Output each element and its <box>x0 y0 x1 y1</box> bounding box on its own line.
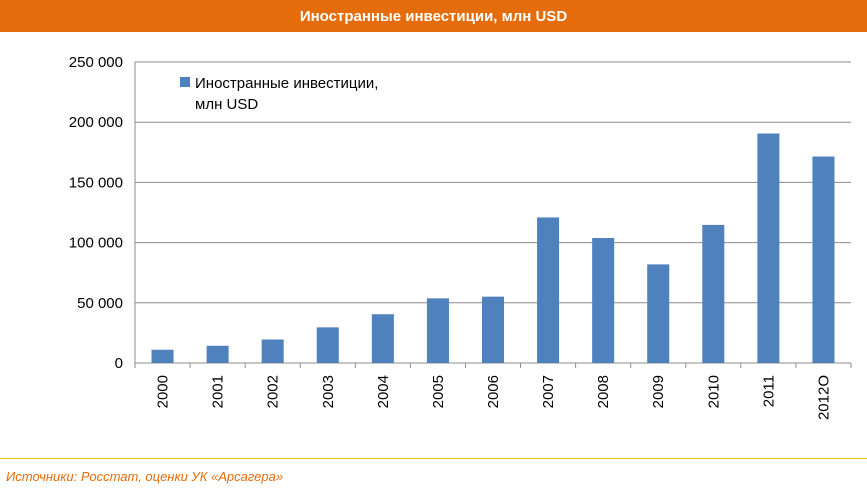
x-tick-label: 2000 <box>155 375 172 408</box>
bar <box>371 314 394 363</box>
x-tick-label: 2011 <box>760 375 777 407</box>
x-tick-label: 2006 <box>485 375 502 408</box>
x-tick-label: 2010 <box>705 375 722 408</box>
y-tick-label: 200 000 <box>69 114 123 131</box>
x-tick-label: 2002 <box>265 375 282 408</box>
bar <box>812 156 835 363</box>
bar <box>261 339 284 363</box>
legend-label: Иностранные инвестиции, <box>195 75 378 92</box>
bar <box>151 349 174 363</box>
y-tick-label: 100 000 <box>69 235 123 252</box>
bar <box>537 217 560 363</box>
chart-area: 0 50 000 100 000 150 000 200 000 250 000 2000 2… <box>0 32 867 457</box>
x-tick-label: 2003 <box>320 375 337 408</box>
bar <box>702 224 725 363</box>
y-tick-label: 0 <box>115 355 123 372</box>
x-tick-label: 2001 <box>210 375 227 408</box>
y-tick-label: 250 000 <box>69 54 123 71</box>
bar <box>592 238 615 363</box>
legend-label: млн USD <box>195 96 258 113</box>
bar <box>481 296 505 363</box>
x-tick-label: 2007 <box>540 375 557 408</box>
x-tick-label: 2012О <box>815 375 832 420</box>
footer-divider <box>0 458 867 459</box>
bar <box>757 133 780 363</box>
y-tick-label: 150 000 <box>69 174 123 191</box>
x-tick-label: 2008 <box>595 375 612 408</box>
x-tick-label: 2004 <box>375 375 392 408</box>
chart-title-bar: Иностранные инвестиции, млн USD <box>0 0 867 32</box>
chart-title: Иностранные инвестиции, млн USD <box>299 7 568 25</box>
bar-chart: 0 50 000 100 000 150 000 200 000 250 000 2000 2… <box>69 54 852 420</box>
bar <box>206 345 229 363</box>
y-tick-label: 50 000 <box>77 295 123 312</box>
x-tick-label: 2009 <box>650 375 667 408</box>
legend-swatch <box>180 77 190 87</box>
bar <box>647 264 670 363</box>
x-tick-label: 2005 <box>430 375 447 408</box>
bar <box>316 327 339 363</box>
source-note: Источники: Росстат, оценки УК «Арсагера» <box>6 469 284 484</box>
bar <box>426 298 449 363</box>
